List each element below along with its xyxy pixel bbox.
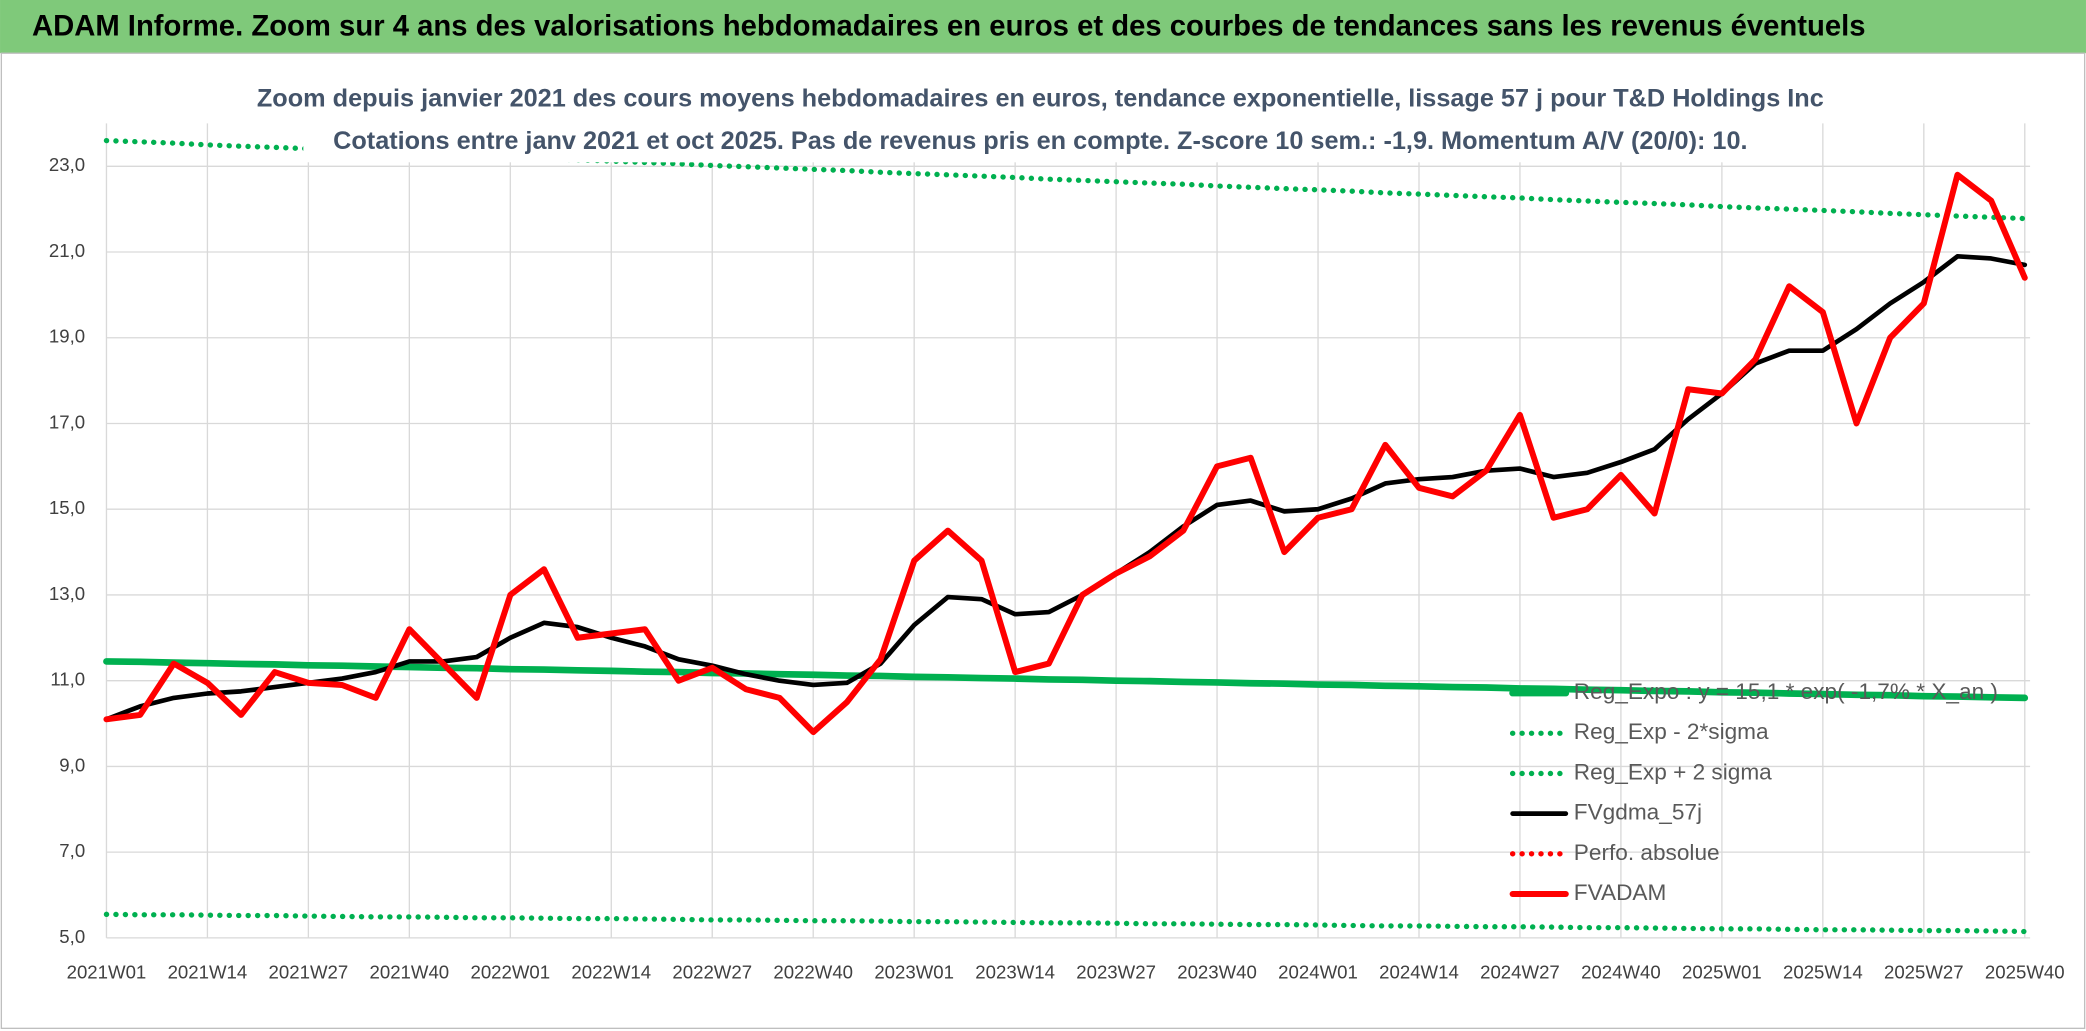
- legend-label: FVgdma_57j: [1574, 800, 1702, 825]
- y-tick-label: 17,0: [49, 411, 85, 432]
- chart-frame: [0, 52, 2086, 1030]
- x-tick-label: 2021W01: [67, 962, 147, 983]
- y-tick-label: 9,0: [59, 754, 85, 775]
- series-line: [103, 171, 2028, 736]
- header-bar: [0, 0, 2086, 54]
- x-tick-label: 2022W40: [773, 962, 853, 983]
- x-tick-label: 2024W14: [1379, 962, 1459, 983]
- x-tick-label: 2024W01: [1278, 962, 1358, 983]
- legend-label: Perfo. absolue: [1574, 840, 1720, 865]
- chart-title: Zoom depuis janvier 2021 des cours moyen…: [257, 84, 1824, 112]
- y-tick-label: 11,0: [50, 669, 85, 690]
- legend-label: Reg_Expo : y = 15,1 * exp( -1,7% * X_an …: [1574, 679, 1998, 704]
- legend-label: Reg_Exp + 2 sigma: [1574, 759, 1772, 784]
- x-tick-label: 2021W40: [370, 962, 450, 983]
- x-tick-label: 2023W14: [975, 962, 1055, 983]
- x-tick-label: 2024W40: [1581, 962, 1661, 983]
- x-tick-label: 2025W14: [1783, 962, 1863, 983]
- series-line: [104, 254, 2028, 722]
- x-tick-label: 2023W01: [874, 962, 954, 983]
- y-tick-label: 5,0: [59, 926, 85, 947]
- chart-subtitle: Cotations entre janv 2021 et oct 2025. P…: [333, 127, 1747, 155]
- legend-label: Reg_Exp - 2*sigma: [1574, 719, 1769, 744]
- y-tick-label: 13,0: [49, 583, 85, 604]
- x-tick-label: 2024W27: [1480, 962, 1560, 983]
- title-background: [303, 77, 1774, 163]
- x-tick-label: 2025W40: [1985, 962, 2065, 983]
- x-tick-label: 2025W27: [1884, 962, 1964, 983]
- y-tick-label: 19,0: [49, 326, 85, 347]
- series-line: [103, 658, 2029, 702]
- y-tick-label: 7,0: [59, 840, 85, 861]
- x-tick-label: 2022W01: [470, 962, 550, 983]
- y-tick-label: 23,0: [49, 154, 85, 175]
- x-tick-label: 2021W27: [269, 962, 349, 983]
- y-tick-label: 21,0: [49, 240, 85, 261]
- x-tick-label: 2022W14: [571, 962, 651, 983]
- header-title: ADAM Informe. Zoom sur 4 ans des valoris…: [32, 11, 1866, 43]
- x-tick-label: 2025W01: [1682, 962, 1762, 983]
- y-tick-label: 15,0: [49, 497, 85, 518]
- legend-label: FVADAM: [1574, 880, 1667, 905]
- series-line: [103, 911, 2028, 935]
- x-tick-label: 2022W27: [672, 962, 752, 983]
- x-tick-label: 2023W40: [1177, 962, 1257, 983]
- x-tick-label: 2021W14: [168, 962, 248, 983]
- grid: 5,0 7,0 9,0 11,0 13,0 15,0 17,0 19,0 21,0 23,0 202…: [49, 123, 2065, 983]
- legend: Reg_Expo : y = 15,1 * exp( -1,7% * X_an …: [1509, 679, 1998, 905]
- x-tick-label: 2023W27: [1076, 962, 1156, 983]
